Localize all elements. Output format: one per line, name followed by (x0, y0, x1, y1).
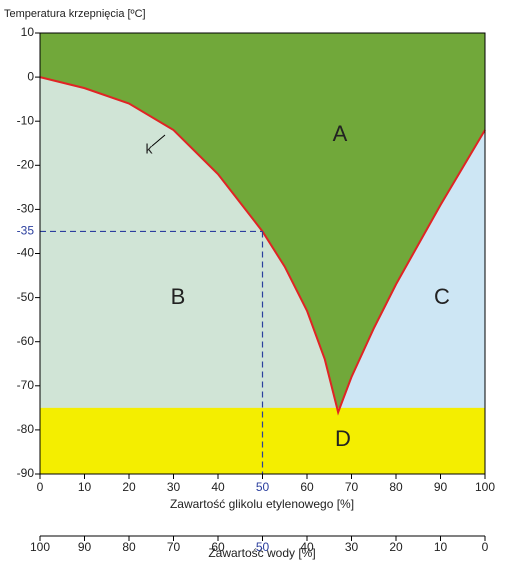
x-tick-label: 40 (211, 480, 225, 494)
x2-tick-label: 70 (167, 540, 181, 554)
x2-tick-label: 30 (345, 540, 359, 554)
region-label: B (171, 284, 186, 309)
x-tick-label: 60 (300, 480, 314, 494)
x2-axis-title: Zawartość wody [%] (208, 546, 315, 560)
curve-label-leader (151, 134, 166, 147)
marker-y-label: -35 (17, 224, 35, 238)
chart-title: Temperatura krzepnięcia [ºC] (4, 8, 146, 20)
x-axis-title: Zawartość glikolu etylenowego [%] (170, 497, 354, 511)
region-label: C (434, 284, 450, 309)
y-tick-label: -60 (17, 334, 35, 348)
y-tick-label: -70 (17, 378, 35, 392)
x-tick-label: 100 (475, 480, 495, 494)
y-tick-label: -30 (17, 202, 35, 216)
region-label: A (333, 121, 348, 146)
x2-tick-label: 90 (78, 540, 92, 554)
curve (39, 76, 486, 416)
x-tick-label: 90 (434, 480, 448, 494)
region-a (40, 33, 485, 413)
x-tick-label: 20 (122, 480, 136, 494)
y-tick-label: -20 (17, 157, 35, 171)
x-tick-label: 80 (389, 480, 403, 494)
y-tick-label: 10 (21, 25, 35, 39)
x-tick-label: 70 (345, 480, 359, 494)
x-tick-label: 30 (167, 480, 181, 494)
y-tick-label: -50 (17, 290, 35, 304)
curve-label: k (146, 141, 154, 157)
region-label: D (335, 426, 351, 451)
x2-tick-label: 100 (30, 540, 50, 554)
x-tick-label: 0 (37, 480, 44, 494)
x2-tick-label: 80 (122, 540, 136, 554)
y-tick-label: -90 (17, 466, 35, 480)
x2-tick-label: 40 (300, 540, 314, 554)
x2-tick-label: 0 (482, 540, 489, 554)
x2-tick-label: 60 (211, 540, 225, 554)
x2-tick-label: 20 (389, 540, 403, 554)
x2-tick-label: 10 (434, 540, 448, 554)
y-tick-label: -10 (17, 113, 35, 127)
y-tick-label: -40 (17, 246, 35, 260)
y-tick-label: 0 (27, 69, 34, 83)
marker-x-label: 50 (256, 480, 270, 494)
x-tick-label: 10 (78, 480, 92, 494)
marker-x2-label: 50 (256, 540, 270, 554)
y-tick-label: -80 (17, 422, 35, 436)
